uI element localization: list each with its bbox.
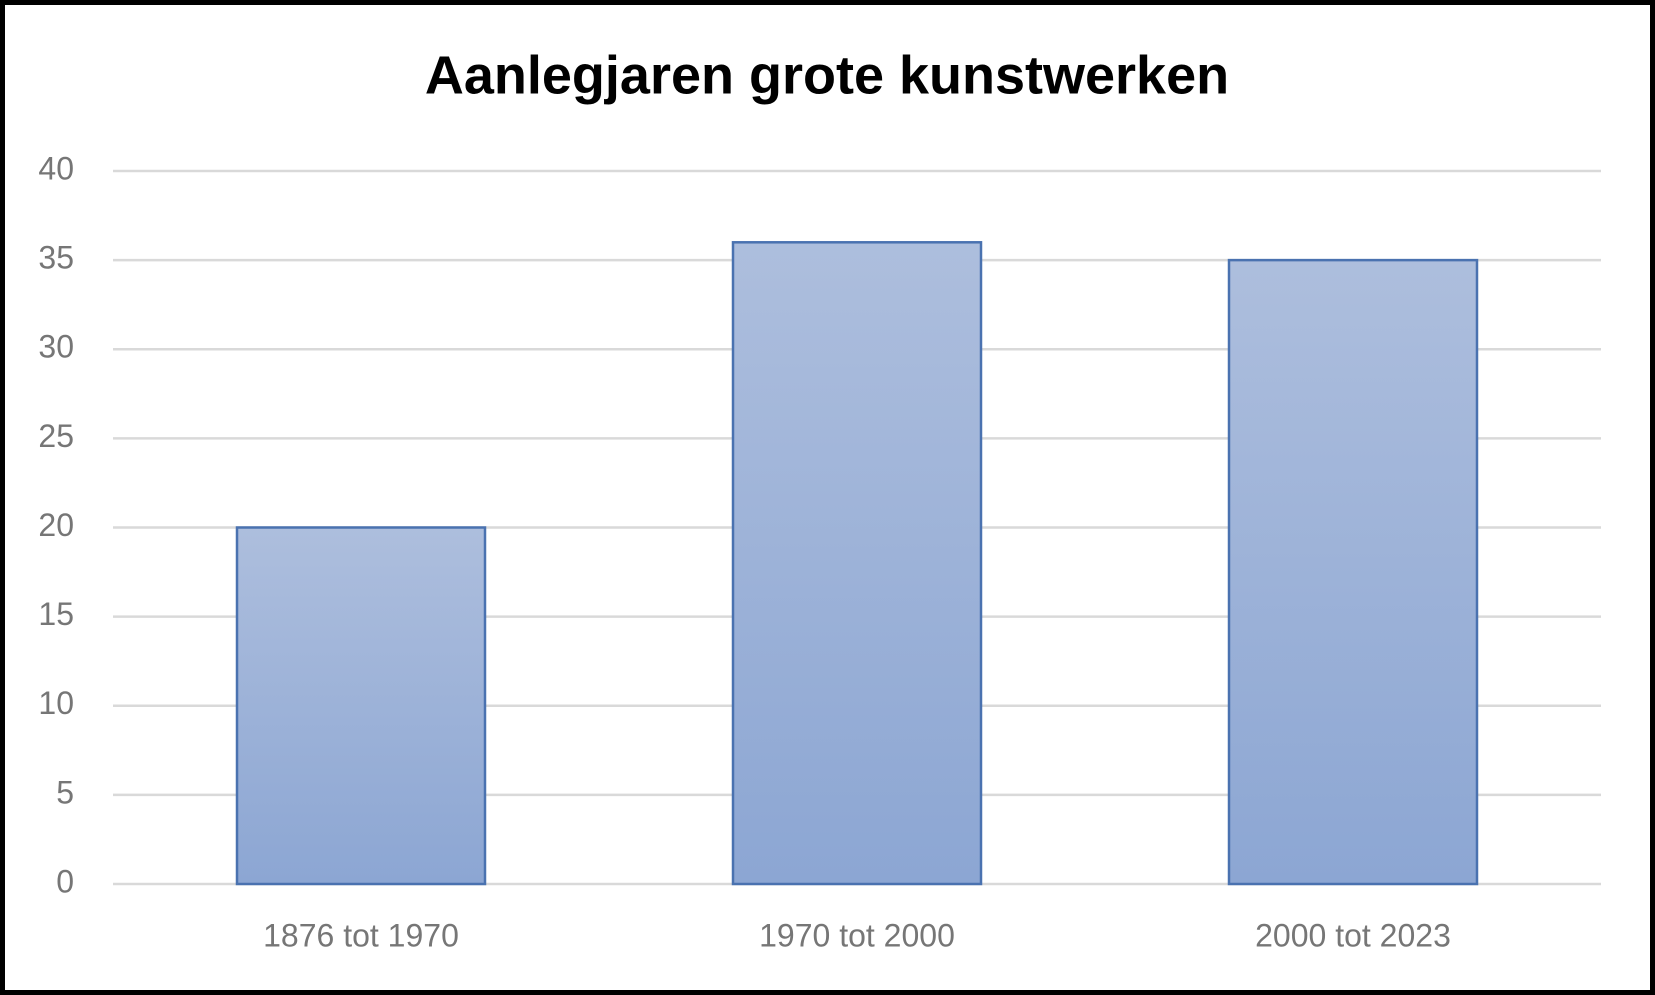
y-tick-label: 30: [38, 329, 74, 365]
y-tick-label: 15: [38, 596, 74, 632]
y-tick-label: 20: [38, 507, 74, 543]
y-tick-label: 5: [56, 774, 74, 810]
y-tick-label: 25: [38, 418, 74, 454]
bar: [731, 241, 983, 886]
y-tick-label: 10: [38, 685, 74, 721]
chart-title: Aanlegjaren grote kunstwerken: [425, 45, 1229, 105]
x-tick-label: 1970 tot 2000: [759, 917, 955, 953]
bar: [235, 526, 487, 886]
y-tick-label: 35: [38, 240, 74, 276]
x-tick-label: 2000 tot 2023: [1255, 917, 1451, 953]
y-tick-label: 40: [38, 150, 74, 186]
bar: [1227, 258, 1479, 886]
x-tick-label: 1876 tot 1970: [263, 917, 459, 953]
y-tick-label: 0: [56, 863, 74, 899]
